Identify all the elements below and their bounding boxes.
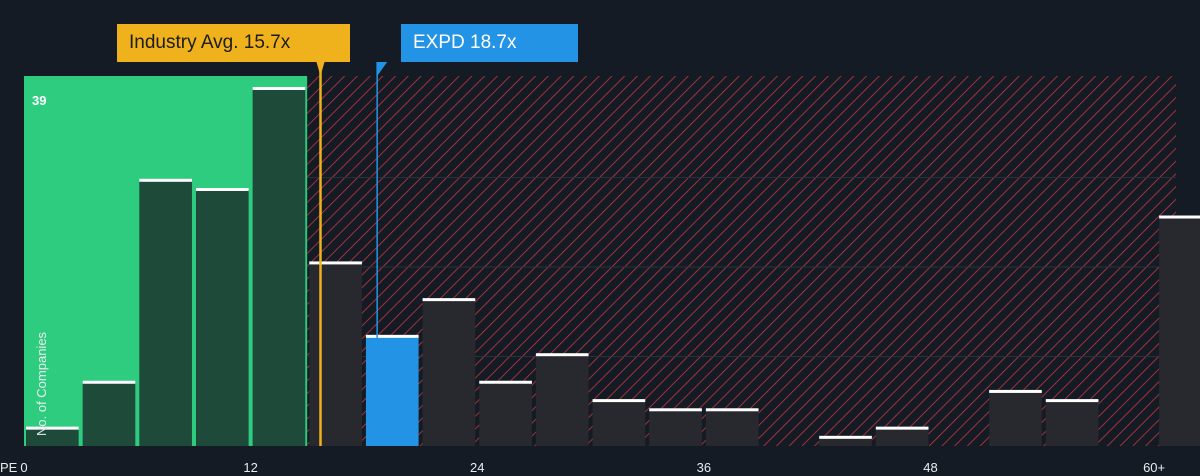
bar-top-cap [82,380,136,384]
bar-top-cap [535,353,589,357]
histogram-bar [309,262,362,446]
histogram-bar [819,436,872,446]
company-pe-flag [377,24,578,76]
histogram-bar [649,409,702,446]
histogram-bar [139,179,192,447]
bar-top-cap [139,178,192,182]
bar-top-cap [309,261,362,265]
x-tick-label: 12 [243,460,257,475]
y-max-label: 39 [32,93,46,108]
histogram-bar [592,400,646,446]
x-tick-label: 48 [923,460,937,475]
histogram-bar [1159,216,1200,446]
bar-top-cap [989,389,1042,393]
histogram-bar [26,427,79,446]
y-axis-title: No. of Companies [34,331,49,436]
bar-top-cap [365,334,419,338]
bar-top-cap [819,435,872,439]
x-tick-label: 36 [697,460,711,475]
company-pe-callout: EXPD 18.7x [413,32,517,53]
x-tick-label: 60+ [1143,460,1165,475]
bar-top-cap [592,399,646,403]
bar-top-cap [705,408,759,412]
bar-top-cap [1159,215,1200,219]
bar-top-cap [252,87,306,90]
bar-top-cap [875,426,929,430]
industry-avg-callout: Industry Avg. 15.7x [129,32,291,53]
bar-top-cap [195,187,249,191]
bar-top-cap [26,426,79,430]
histogram-bar [875,427,929,446]
histogram-bar [1045,400,1099,446]
histogram-bar [365,335,419,446]
histogram-bar [422,299,476,446]
x-axis-title: PE [0,460,18,475]
x-tick-label: 0 [20,460,27,475]
histogram-bar [989,390,1042,446]
bar-top-cap [1045,399,1099,403]
x-tick-label: 24 [470,460,484,475]
bar-top-cap [422,298,476,302]
histogram-bar [479,381,532,446]
histogram-bar [535,354,589,446]
histogram-bar [82,381,136,446]
industry-avg-flag [117,24,350,76]
histogram-bar [705,409,759,446]
histogram-bar [195,188,249,446]
bar-top-cap [649,408,702,412]
histogram-bar [252,88,306,446]
bar-top-cap [479,380,532,384]
